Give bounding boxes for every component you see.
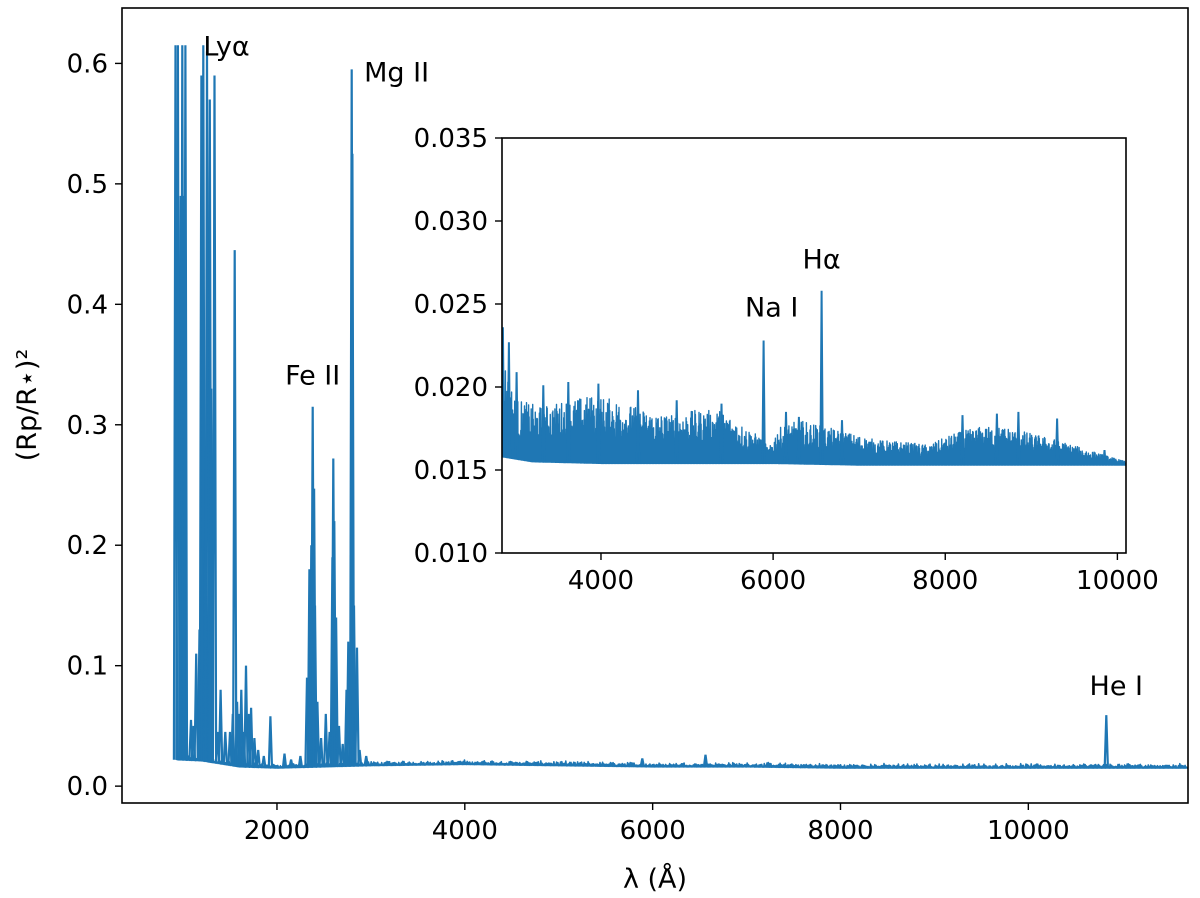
y-tick-label: 0.4	[67, 290, 108, 320]
spectral-peak	[363, 755, 369, 766]
x-tick-label: 2000	[244, 816, 310, 846]
x-tick-label: 8000	[912, 566, 978, 596]
spectral-peak	[349, 153, 356, 767]
spectral-peak	[1103, 715, 1109, 769]
y-tick-label: 0.030	[414, 207, 488, 237]
y-tick-label: 0.015	[414, 456, 488, 486]
y-tick-label: 0.3	[67, 411, 108, 441]
y-tick-label: 0.020	[414, 373, 488, 403]
spectral-peak	[255, 749, 261, 768]
x-tick-label: 10000	[1076, 566, 1159, 596]
spectral-peak	[1054, 418, 1060, 466]
annotation-label: Fe II	[285, 361, 340, 392]
spectral-peak	[333, 617, 339, 767]
y-axis-label: (Rp/R⋆)²	[12, 349, 43, 462]
x-tick-label: 4000	[432, 816, 498, 846]
spectral-peak	[674, 400, 679, 464]
spectral-peak	[1102, 450, 1107, 466]
spectral-peak	[541, 385, 546, 463]
spectral-peak	[356, 749, 363, 767]
spectral-peak	[182, 45, 189, 761]
x-tick-label: 6000	[740, 566, 806, 596]
spectral-peak	[248, 707, 254, 768]
spectral-peak	[635, 390, 641, 464]
spectral-peak	[1016, 411, 1021, 466]
spectrum-continuum	[502, 359, 1126, 466]
spectral-peak	[281, 753, 288, 769]
spectral-peak	[243, 665, 249, 768]
spectral-peak	[211, 75, 218, 763]
x-tick-label: 4000	[568, 566, 634, 596]
spectral-peak	[506, 342, 512, 458]
spectral-peak	[839, 420, 845, 465]
spectral-peak	[251, 737, 258, 768]
annotation-label: Mg II	[364, 57, 429, 88]
y-tick-label: 0.1	[67, 652, 108, 682]
y-tick-label: 0.6	[67, 49, 108, 79]
spectral-peak	[514, 372, 519, 460]
spectral-peak	[222, 731, 228, 765]
axes-background	[502, 138, 1126, 553]
annotation-label: Hα	[803, 245, 841, 276]
spectral-peak	[994, 413, 1000, 466]
axes-frame	[121, 7, 1189, 804]
axes-frame	[501, 137, 1127, 554]
spectral-peak	[297, 755, 304, 768]
annotation-label: Lyα	[203, 31, 249, 62]
spectral-peak	[596, 383, 601, 464]
spectral-peak	[318, 737, 324, 767]
spectral-peak	[340, 743, 346, 767]
spectral-peak	[288, 759, 294, 768]
x-tick-label: 8000	[807, 816, 873, 846]
spectral-peak	[267, 716, 274, 768]
annotation-label: Na I	[745, 293, 798, 324]
series-group	[502, 290, 1126, 466]
spectral-peak	[783, 411, 789, 464]
spectral-peak	[232, 250, 238, 767]
x-tick-label: 10000	[987, 816, 1070, 846]
spectral-peak	[323, 713, 329, 767]
x-tick-label: 6000	[620, 816, 686, 846]
spectral-peak	[261, 755, 267, 768]
spectral-peak	[639, 758, 645, 767]
spectral-peak	[960, 415, 965, 466]
inset-panel: 4000 6000 8000 10000 0.010 0.015 0.020 0.025 0.0…	[414, 124, 1159, 596]
spectral-peak	[217, 689, 224, 764]
y-tick-label: 0.2	[67, 531, 108, 561]
spectral-peak	[336, 725, 342, 767]
series-group	[172, 45, 1188, 769]
y-tick-label: 0.025	[414, 290, 488, 320]
x-axis-label: λ (Å)	[623, 863, 687, 895]
annotation-label: He I	[1090, 671, 1143, 702]
spectral-peak	[354, 647, 360, 767]
spectral-peak	[719, 403, 724, 464]
spectral-peak	[314, 701, 321, 768]
y-tick-label: 0.035	[414, 124, 488, 154]
y-tick-label: 0.5	[67, 170, 108, 200]
spectral-peak	[761, 340, 766, 464]
spectral-peak	[702, 754, 709, 768]
spectral-peak	[796, 416, 802, 464]
spectral-peak	[819, 290, 824, 465]
spectral-peak	[566, 381, 571, 463]
y-tick-label: 0.0	[67, 772, 108, 802]
y-tick-label: 0.010	[414, 539, 488, 569]
